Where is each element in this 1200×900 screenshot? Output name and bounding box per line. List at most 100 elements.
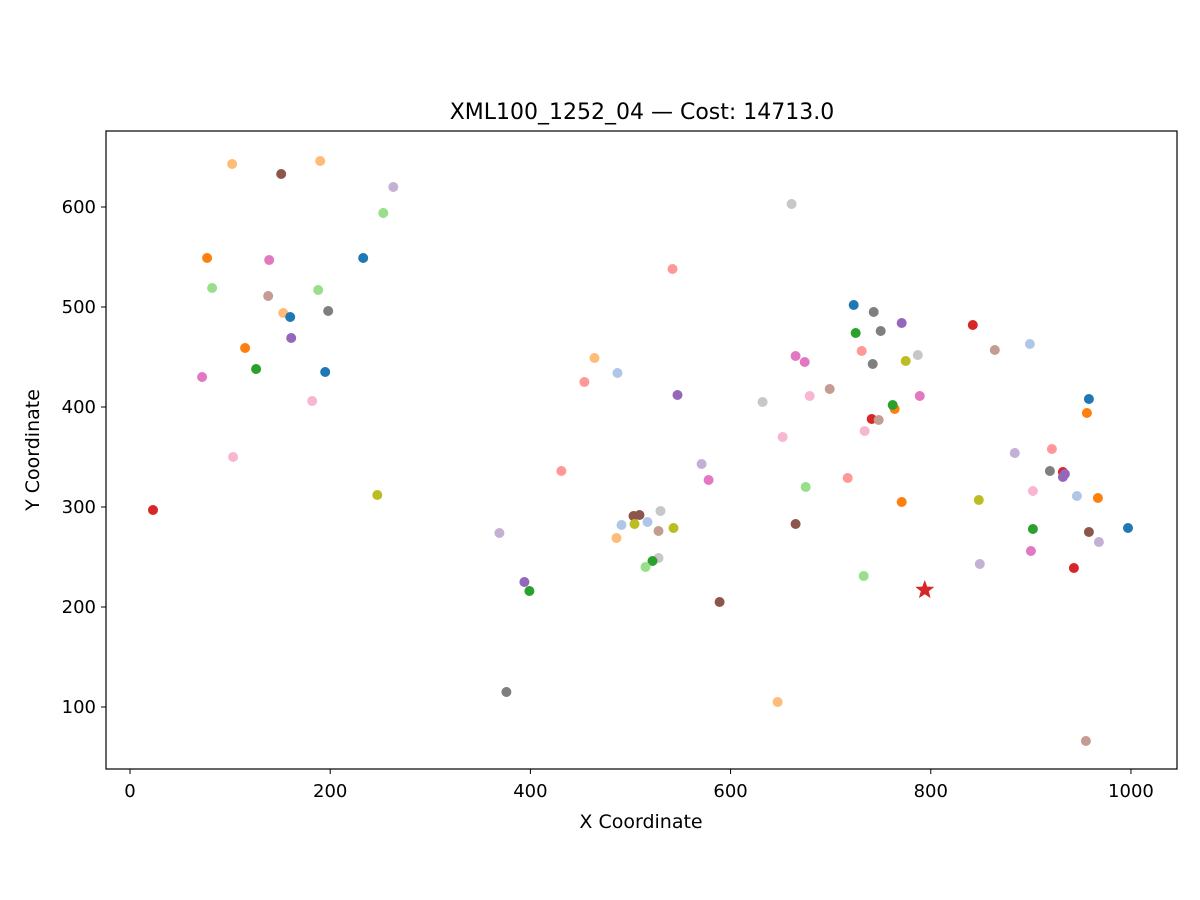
data-point [896, 318, 907, 328]
data-point [1093, 537, 1104, 547]
data-point [320, 367, 331, 377]
y-tick-label: 500 [62, 297, 96, 318]
data-point [1080, 736, 1091, 746]
plot-frame [105, 130, 1178, 770]
data-point [867, 359, 878, 369]
data-point [264, 255, 275, 265]
data-point [227, 159, 238, 169]
data-point [804, 391, 815, 401]
data-point [1009, 448, 1020, 458]
data-point [358, 253, 369, 263]
data-point [777, 432, 788, 442]
data-point [240, 343, 251, 353]
data-point [912, 350, 923, 360]
data-point [313, 285, 324, 295]
data-point [667, 264, 678, 274]
data-point [372, 490, 383, 500]
data-point [1092, 493, 1103, 503]
data-point [653, 526, 664, 536]
depot-layer [915, 580, 935, 599]
data-point [640, 562, 651, 572]
data-point [989, 345, 1000, 355]
y-tick-label: 100 [62, 697, 96, 718]
data-point [388, 182, 399, 192]
data-point [873, 415, 884, 425]
data-point [856, 346, 867, 356]
data-point [307, 396, 318, 406]
points-layer [148, 156, 1133, 746]
data-point [714, 597, 725, 607]
data-point [251, 364, 262, 374]
x-tick-label: 400 [513, 781, 547, 802]
data-point [1071, 491, 1082, 501]
data-point [850, 328, 861, 338]
data-point [887, 400, 898, 410]
data-point [875, 326, 886, 336]
data-point [973, 495, 984, 505]
data-point [202, 253, 213, 263]
data-point [519, 577, 530, 587]
y-tick-label: 400 [62, 397, 96, 418]
data-point [647, 556, 658, 566]
data-point [1044, 466, 1055, 476]
data-point [842, 473, 853, 483]
data-point [703, 475, 714, 485]
data-point [772, 697, 783, 707]
data-point [790, 351, 801, 361]
data-point [228, 452, 239, 462]
data-point [207, 283, 218, 293]
data-point [1046, 444, 1057, 454]
data-point [868, 307, 879, 317]
data-point [1123, 523, 1133, 533]
data-point [612, 368, 623, 378]
data-point [556, 466, 567, 476]
data-point [668, 523, 679, 533]
y-tick-label: 600 [62, 197, 96, 218]
data-point [524, 586, 535, 596]
depot-star [915, 580, 935, 599]
y-axis-label: Y Coordinate [22, 389, 44, 512]
data-point [1024, 339, 1035, 349]
data-point [148, 505, 158, 515]
data-point [1025, 546, 1036, 556]
data-point [757, 397, 768, 407]
data-point [696, 459, 707, 469]
data-point [1027, 524, 1038, 534]
data-point [790, 519, 801, 529]
x-tick-label: 600 [713, 781, 747, 802]
data-point [1057, 472, 1068, 482]
data-point [378, 208, 389, 218]
y-axis-ticks: 100 200 300 400 500 600 [62, 197, 106, 718]
data-point [1083, 527, 1094, 537]
x-tick-label: 0 [124, 781, 135, 802]
y-tick-label: 300 [62, 497, 96, 518]
data-point [967, 320, 978, 330]
data-point [1027, 486, 1038, 496]
data-point [323, 306, 334, 316]
data-point [285, 312, 296, 322]
data-point [276, 169, 287, 179]
data-point [611, 533, 622, 543]
y-tick-label: 200 [62, 597, 96, 618]
data-point [859, 426, 870, 436]
data-point [494, 528, 505, 538]
data-point [799, 357, 810, 367]
data-point [1068, 563, 1079, 573]
x-tick-label: 1000 [1108, 781, 1154, 802]
data-point [629, 519, 640, 529]
data-point [634, 510, 645, 520]
data-point [197, 372, 208, 382]
data-point [974, 559, 985, 569]
x-tick-label: 200 [313, 781, 347, 802]
data-point [914, 391, 925, 401]
data-point [672, 390, 683, 400]
chart-title: XML100_1252_04 — Cost: 14713.0 [450, 100, 835, 125]
data-point [579, 377, 590, 387]
x-axis-ticks: 0 200 400 600 800 1000 [124, 769, 1154, 802]
data-point [501, 687, 512, 697]
data-point [896, 497, 907, 507]
data-point [900, 356, 911, 366]
data-point [824, 384, 835, 394]
data-point [1081, 408, 1092, 418]
